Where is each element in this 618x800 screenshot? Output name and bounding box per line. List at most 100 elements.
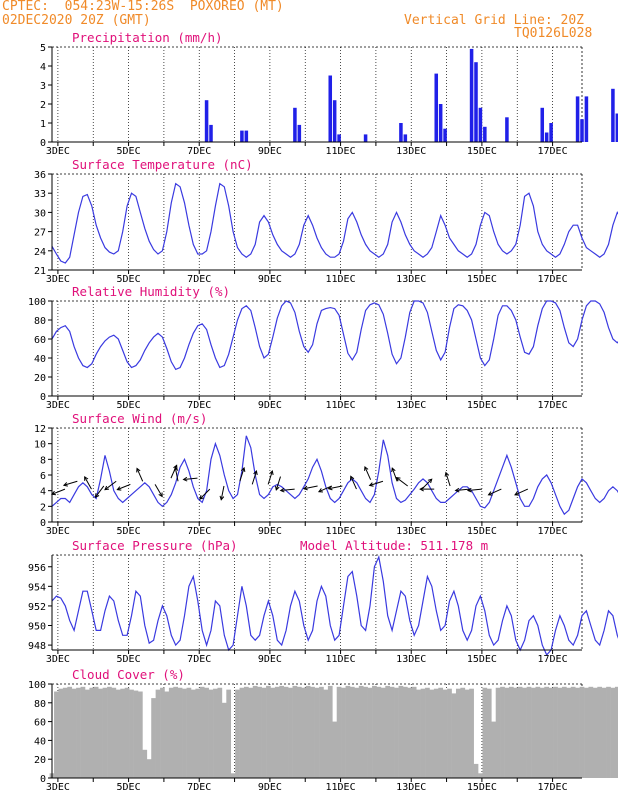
cloud-bar — [535, 686, 541, 778]
grid-line-label: Vertical Grid Line: 20Z — [404, 13, 585, 28]
x-tick-label: 9DEC — [258, 274, 282, 285]
precip-bar — [505, 117, 509, 142]
x-tick-label: 15DEC — [467, 526, 497, 537]
x-tick-label: 3DEC — [46, 146, 70, 157]
cloud-bar — [310, 686, 315, 778]
y-tick-label: 956 — [28, 563, 46, 574]
cloud-bar — [332, 721, 338, 778]
wind-arrow-head — [349, 475, 355, 481]
cloud-bar — [575, 687, 580, 778]
precip-bar — [363, 134, 368, 142]
cloud-bar — [213, 688, 218, 778]
precip-bar — [584, 96, 589, 142]
x-tick-label: 15DEC — [467, 782, 497, 793]
wind-arrow-head — [368, 482, 374, 487]
cloud-bar — [614, 686, 618, 778]
wind-arrow-head — [514, 491, 520, 496]
wind-arrow — [455, 488, 470, 491]
cloud-bar — [239, 687, 245, 778]
cloud-bar — [416, 689, 421, 778]
wind-arrow — [117, 483, 131, 491]
cloud-bar — [186, 687, 192, 778]
x-tick-label: 7DEC — [187, 526, 211, 537]
cloud-bar — [447, 688, 452, 778]
y-tick-label: 80 — [34, 316, 46, 327]
x-tick-label: 11DEC — [326, 782, 356, 793]
x-tick-label: 7DEC — [187, 782, 211, 793]
cloud-bar — [323, 689, 329, 778]
cloud-bar — [164, 691, 170, 778]
cloud-bar — [486, 688, 492, 778]
y-tick-label: 0 — [40, 392, 46, 403]
x-tick-label: 11DEC — [326, 274, 356, 285]
cloud-bar — [137, 691, 143, 778]
x-tick-label: 5DEC — [117, 400, 141, 411]
temp-panel — [48, 173, 618, 274]
cloud-bar — [261, 687, 267, 778]
cloud-bar — [288, 687, 293, 778]
x-tick-label: 15DEC — [467, 400, 497, 411]
temp-line — [51, 182, 618, 264]
cloud-bar — [230, 773, 236, 778]
wind-title: Surface Wind (m/s) — [72, 411, 207, 426]
wind-arrow-head — [199, 495, 204, 500]
wind-arrow-head — [302, 485, 308, 491]
model-altitude: Model Altitude: 511.178 m — [300, 538, 488, 553]
cloud-bar — [182, 688, 187, 778]
x-tick-label: 7DEC — [187, 400, 211, 411]
y-tick-label: 36 — [34, 170, 46, 181]
cloud-bar — [120, 688, 126, 778]
cloud-bar — [610, 687, 616, 778]
precip-bar — [337, 134, 341, 142]
precip-bar — [474, 62, 478, 143]
cloud-bar — [301, 687, 307, 778]
precip-bar — [483, 126, 487, 142]
precip-bar — [434, 73, 439, 142]
cloud-bar — [429, 689, 435, 778]
cloud-bar — [248, 687, 254, 778]
x-tick-label: 13DEC — [396, 782, 426, 793]
cloud-bar — [526, 686, 532, 778]
precip-bar — [297, 124, 302, 142]
wind-arrow-head — [84, 475, 89, 481]
x-tick-label: 17DEC — [538, 146, 568, 157]
cloud-bar — [517, 686, 523, 778]
y-tick-label: 60 — [34, 335, 46, 346]
y-tick-label: 20 — [34, 373, 46, 384]
cloud-bar — [455, 688, 461, 778]
precip-bar — [209, 124, 213, 142]
rh-panel — [48, 300, 618, 400]
y-tick-label: 100 — [28, 297, 46, 308]
x-tick-label: 9DEC — [258, 654, 282, 665]
cloud-bar — [296, 686, 302, 778]
cloud-bar — [504, 687, 510, 778]
wind-arrow-head — [454, 487, 460, 493]
wind-arrow — [350, 476, 357, 490]
x-tick-label: 5DEC — [117, 274, 141, 285]
cloud-bar — [283, 686, 289, 778]
cloud-bar — [376, 686, 382, 778]
wind-panel — [48, 427, 618, 526]
cloud-bar — [80, 686, 86, 778]
x-tick-label: 3DEC — [46, 654, 70, 665]
y-tick-label: 2 — [40, 100, 46, 111]
cloud-bar — [93, 686, 99, 778]
cloud-bar — [579, 686, 585, 778]
y-tick-label: 0 — [40, 138, 46, 149]
cloud-bar — [129, 689, 134, 778]
wind-arrow — [318, 485, 332, 493]
precip-bar — [575, 96, 580, 142]
x-tick-label: 3DEC — [46, 782, 70, 793]
y-tick-label: 6 — [40, 471, 46, 482]
x-tick-label: 15DEC — [467, 654, 497, 665]
x-tick-label: 17DEC — [538, 782, 568, 793]
wind-arrow-head — [94, 493, 100, 499]
cloud-bar — [561, 686, 567, 778]
cloud-bar — [363, 686, 368, 778]
wind-arrow-head — [279, 487, 285, 493]
precip-bar — [544, 132, 549, 142]
x-tick-label: 13DEC — [396, 146, 426, 157]
cloud-bar — [208, 689, 214, 778]
